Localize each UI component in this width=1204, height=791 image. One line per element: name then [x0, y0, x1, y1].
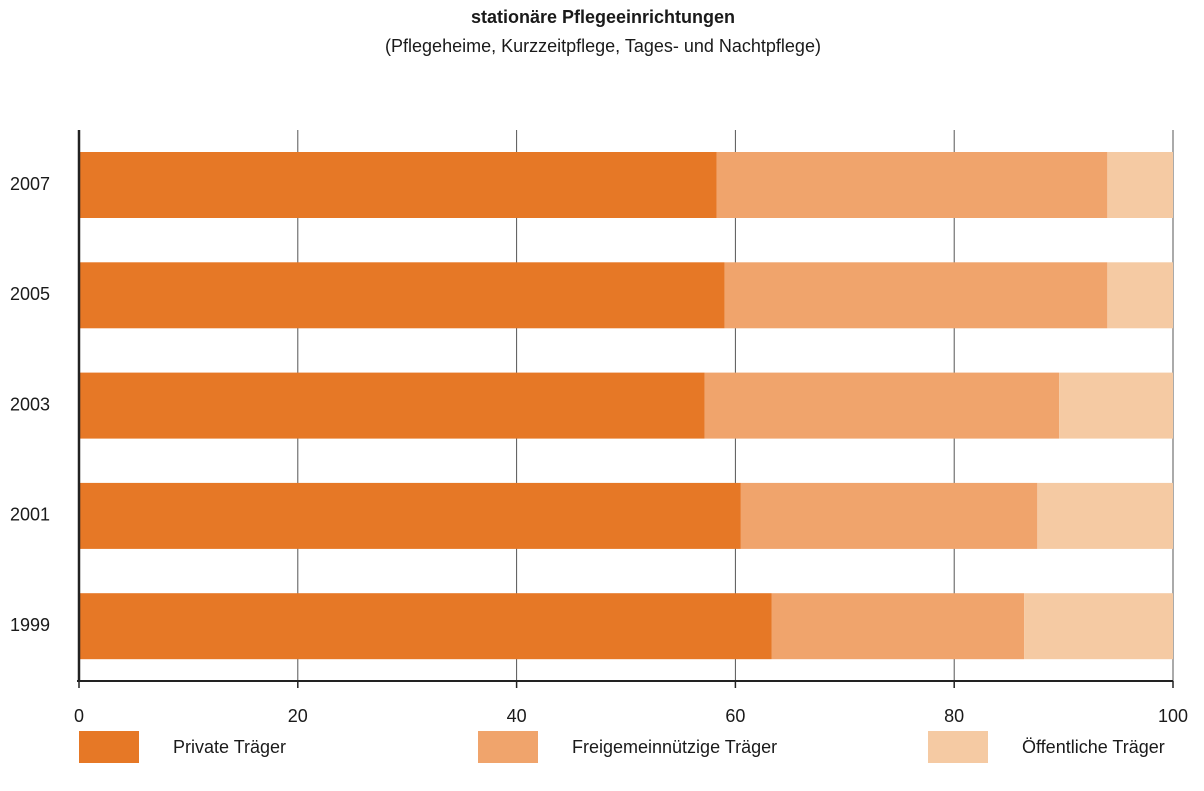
bar-segment: [79, 593, 772, 660]
bar-segment: [771, 593, 1025, 660]
bar-segment: [79, 372, 705, 439]
y-tick-label: 2005: [10, 284, 50, 304]
y-tick-label: 2003: [10, 394, 50, 414]
legend-swatch: [478, 731, 538, 763]
bar-segment: [1107, 262, 1173, 329]
x-tick-label: 60: [725, 706, 745, 726]
bar-segment: [1107, 152, 1173, 218]
y-tick-label: 2007: [10, 174, 50, 194]
legend-swatch: [928, 731, 988, 763]
bar-segment: [1059, 372, 1173, 439]
bar-segment: [1024, 593, 1173, 660]
legend-label: Freigemeinnützige Träger: [572, 737, 777, 757]
x-tick-label: 80: [944, 706, 964, 726]
y-tick-label: 1999: [10, 615, 50, 635]
bar-segment: [716, 152, 1108, 218]
x-tick-label: 20: [288, 706, 308, 726]
bar-segment: [79, 482, 741, 549]
bar-segment: [724, 262, 1108, 329]
y-tick-label: 2001: [10, 505, 50, 525]
x-tick-label: 100: [1158, 706, 1188, 726]
x-tick-label: 0: [74, 706, 84, 726]
legend-swatch: [79, 731, 139, 763]
legend-label: Private Träger: [173, 737, 286, 757]
bar-segment: [704, 372, 1060, 439]
chart-subtitle: (Pflegeheime, Kurzzeitpflege, Tages- und…: [385, 36, 821, 56]
bar-segment: [740, 482, 1038, 549]
bar-segment: [79, 262, 725, 329]
chart-title: stationäre Pflegeeinrichtungen: [471, 7, 735, 27]
x-tick-label: 40: [507, 706, 527, 726]
bar-segment: [1037, 482, 1173, 549]
bar-segment: [79, 152, 717, 218]
legend-label: Öffentliche Träger: [1022, 737, 1165, 757]
